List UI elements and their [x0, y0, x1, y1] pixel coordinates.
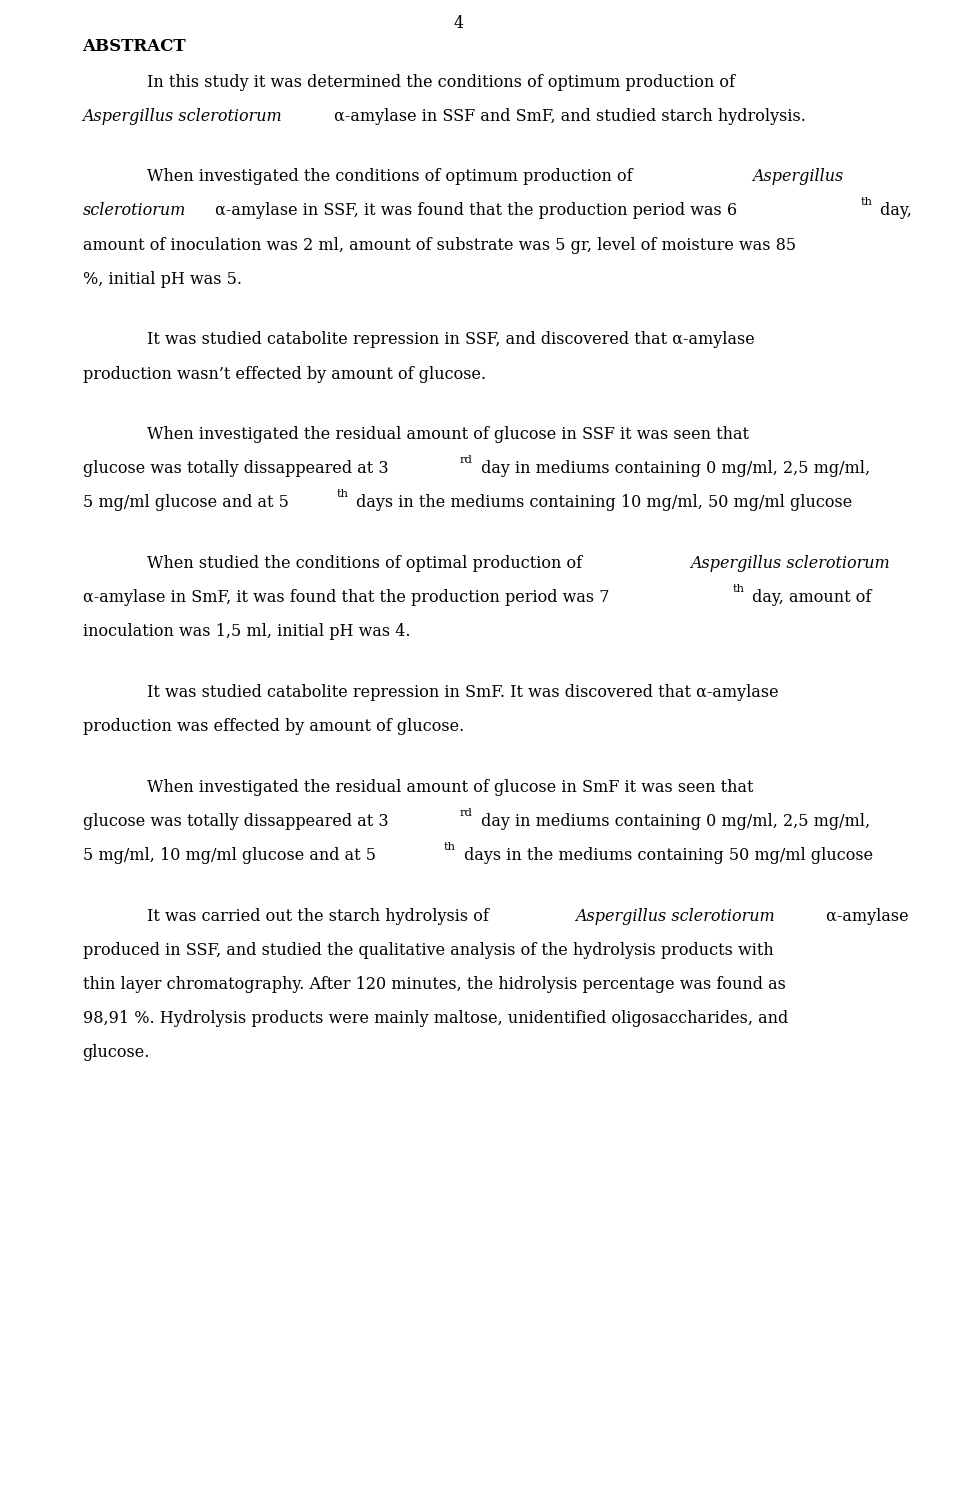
Text: 98,91 %. Hydrolysis products were mainly maltose, unidentified oligosaccharides,: 98,91 %. Hydrolysis products were mainly…	[83, 1010, 788, 1027]
Text: When investigated the conditions of optimum production of: When investigated the conditions of opti…	[147, 168, 637, 186]
Text: day,: day,	[876, 202, 912, 219]
Text: day, amount of: day, amount of	[747, 589, 872, 606]
Text: Aspergillus sclerotiorum: Aspergillus sclerotiorum	[690, 555, 890, 573]
Text: In this study it was determined the conditions of optimum production of: In this study it was determined the cond…	[147, 73, 740, 90]
Text: amount of inoculation was 2 ml, amount of substrate was 5 gr, level of moisture : amount of inoculation was 2 ml, amount o…	[83, 237, 796, 253]
Text: It was studied catabolite repression in SSF, and discovered that α-amylase: It was studied catabolite repression in …	[147, 331, 755, 348]
Text: rd: rd	[460, 456, 472, 465]
Text: glucose.: glucose.	[83, 1045, 150, 1061]
Text: glucose was totally dissappeared at 3: glucose was totally dissappeared at 3	[83, 460, 388, 477]
Text: 4: 4	[454, 15, 464, 33]
Text: th: th	[860, 198, 873, 207]
Text: production was effected by amount of glucose.: production was effected by amount of glu…	[83, 718, 464, 735]
Text: days in the mediums containing 10 mg/ml, 50 mg/ml glucose: days in the mediums containing 10 mg/ml,…	[351, 495, 852, 511]
Text: inoculation was 1,5 ml, initial pH was 4.: inoculation was 1,5 ml, initial pH was 4…	[83, 624, 410, 640]
Text: α-amylase: α-amylase	[821, 908, 909, 925]
Text: It was carried out the starch hydrolysis of: It was carried out the starch hydrolysis…	[147, 908, 493, 925]
Text: th: th	[337, 489, 348, 499]
Text: It was studied catabolite repression in SmF. It was discovered that α-amylase: It was studied catabolite repression in …	[147, 684, 779, 702]
Text: produced in SSF, and studied the qualitative analysis of the hydrolysis products: produced in SSF, and studied the qualita…	[83, 941, 774, 959]
Text: th: th	[444, 842, 456, 851]
Text: th: th	[732, 585, 744, 594]
Text: α-amylase in SmF, it was found that the production period was 7: α-amylase in SmF, it was found that the …	[83, 589, 609, 606]
Text: days in the mediums containing 50 mg/ml glucose: days in the mediums containing 50 mg/ml …	[459, 847, 873, 863]
Text: ABSTRACT: ABSTRACT	[83, 39, 186, 55]
Text: production wasn’t effected by amount of glucose.: production wasn’t effected by amount of …	[83, 366, 486, 382]
Text: α-amylase in SSF, it was found that the production period was 6: α-amylase in SSF, it was found that the …	[210, 202, 737, 219]
Text: 5 mg/ml glucose and at 5: 5 mg/ml glucose and at 5	[83, 495, 289, 511]
Text: Aspergillus: Aspergillus	[753, 168, 844, 186]
Text: thin layer chromatography. After 120 minutes, the hidrolysis percentage was foun: thin layer chromatography. After 120 min…	[83, 976, 785, 992]
Text: When investigated the residual amount of glucose in SmF it was seen that: When investigated the residual amount of…	[147, 779, 754, 796]
Text: Aspergillus sclerotiorum: Aspergillus sclerotiorum	[575, 908, 775, 925]
Text: When investigated the residual amount of glucose in SSF it was seen that: When investigated the residual amount of…	[147, 426, 749, 444]
Text: sclerotiorum: sclerotiorum	[83, 202, 186, 219]
Text: When studied the conditions of optimal production of: When studied the conditions of optimal p…	[147, 555, 588, 573]
Text: rd: rd	[460, 808, 472, 817]
Text: %, initial pH was 5.: %, initial pH was 5.	[83, 271, 242, 288]
Text: glucose was totally dissappeared at 3: glucose was totally dissappeared at 3	[83, 812, 388, 830]
Text: day in mediums containing 0 mg/ml, 2,5 mg/ml,: day in mediums containing 0 mg/ml, 2,5 m…	[476, 812, 870, 830]
Text: Aspergillus sclerotiorum: Aspergillus sclerotiorum	[83, 108, 282, 124]
Text: day in mediums containing 0 mg/ml, 2,5 mg/ml,: day in mediums containing 0 mg/ml, 2,5 m…	[476, 460, 870, 477]
Text: α-amylase in SSF and SmF, and studied starch hydrolysis.: α-amylase in SSF and SmF, and studied st…	[329, 108, 805, 124]
Text: 5 mg/ml, 10 mg/ml glucose and at 5: 5 mg/ml, 10 mg/ml glucose and at 5	[83, 847, 375, 863]
